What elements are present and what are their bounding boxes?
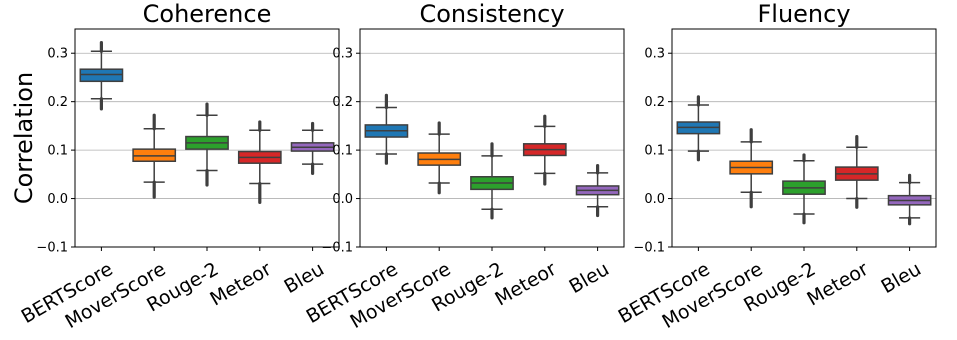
x-tick-label: Meteor [491, 258, 560, 310]
box-moverscore [729, 128, 774, 209]
box-bleu [887, 173, 932, 226]
y-tick-label: −0.1 [321, 241, 353, 256]
box-meteor [834, 134, 879, 209]
box-meteor [237, 120, 282, 205]
box-bertscore [364, 93, 409, 165]
box-rouge-2 [782, 153, 826, 225]
y-tick-label: 0.1 [47, 144, 68, 159]
x-tick-label: Bleu [280, 258, 327, 298]
y-tick-label: 0.0 [332, 192, 353, 207]
y-tick-label: 0.2 [332, 95, 353, 110]
box-moverscore [417, 121, 462, 195]
y-tick-label: 0.2 [47, 95, 68, 110]
panel-coherence: −0.10.00.10.20.3CoherenceBERTScoreMoverS… [18, 0, 340, 333]
y-axis-label: Correlation [10, 72, 38, 204]
y-tick-label: 0.2 [644, 95, 665, 110]
box-rouge-2 [185, 102, 229, 187]
panel-consistency: −0.10.00.10.20.3ConsistencyBERTScoreMove… [303, 0, 625, 333]
y-tick-label: 0.3 [47, 47, 68, 62]
y-tick-label: 0.1 [332, 144, 353, 159]
x-tick-label: Meteor [206, 258, 275, 310]
panel-title: Coherence [143, 0, 272, 28]
panel-fluency: −0.10.00.10.20.3FluencyBERTScoreMoverSco… [615, 0, 937, 333]
box-bleu [575, 164, 620, 218]
box-bertscore [79, 40, 124, 111]
y-tick-label: 0.3 [332, 47, 353, 62]
x-tick-label: Bleu [877, 258, 924, 298]
box-rouge-2 [470, 142, 514, 220]
panel-title: Fluency [757, 0, 850, 28]
y-tick-label: −0.1 [633, 241, 665, 256]
y-tick-label: 0.3 [644, 47, 665, 62]
box-bleu [290, 121, 335, 175]
box-moverscore [132, 113, 177, 199]
x-tick-label: Meteor [803, 258, 872, 310]
y-tick-label: −0.1 [36, 241, 68, 256]
panel-title: Consistency [419, 0, 564, 28]
box-meteor [522, 114, 567, 186]
y-tick-label: 0.1 [644, 144, 665, 159]
box-bertscore [676, 95, 721, 162]
x-tick-label: Bleu [565, 258, 612, 298]
y-tick-label: 0.0 [47, 192, 68, 207]
y-tick-label: 0.0 [644, 192, 665, 207]
